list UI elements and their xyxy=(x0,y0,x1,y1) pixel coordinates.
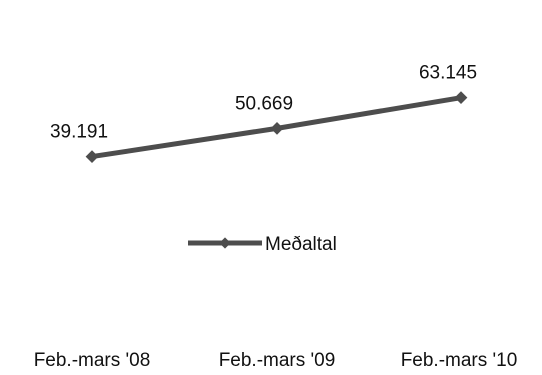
legend-label: Meðaltal xyxy=(265,234,337,255)
data-label: 63.145 xyxy=(419,63,477,84)
x-tick-label: Feb.-mars '10 xyxy=(401,350,518,371)
x-tick-label: Feb.-mars '08 xyxy=(34,350,151,371)
x-axis: Feb.-mars '08 Feb.-mars '09 Feb.-mars '1… xyxy=(34,350,518,371)
x-tick-label: Feb.-mars '09 xyxy=(219,350,336,371)
plot-area: 39.191 50.669 63.145 xyxy=(50,63,477,163)
data-point-marker xyxy=(454,91,468,105)
data-point-marker xyxy=(85,150,99,163)
legend-diamond-marker xyxy=(219,237,231,249)
data-label: 39.191 xyxy=(50,122,108,143)
data-label: 50.669 xyxy=(235,93,293,114)
data-point-marker xyxy=(270,121,284,135)
legend: Meðaltal xyxy=(188,234,337,255)
